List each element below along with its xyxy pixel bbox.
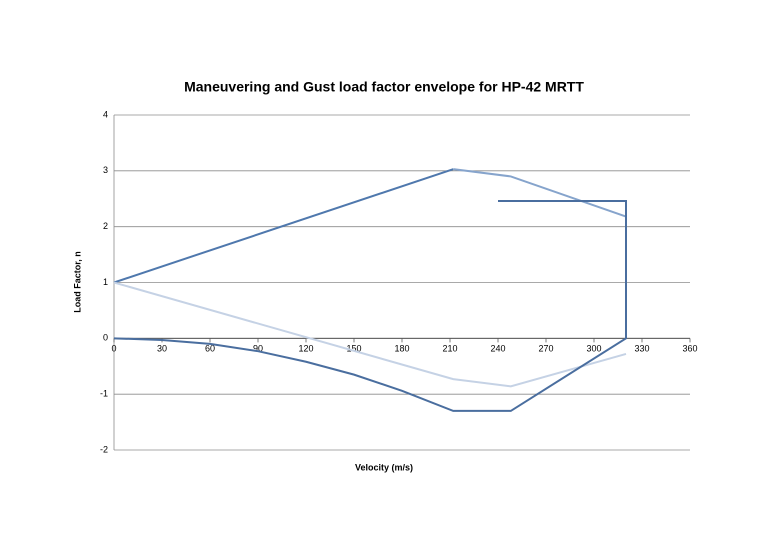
x-tick-label: 90 bbox=[253, 344, 263, 354]
x-tick-label: 30 bbox=[157, 344, 167, 354]
y-tick-label: 3 bbox=[103, 165, 108, 175]
x-axis-label: Velocity (m/s) bbox=[355, 462, 413, 472]
x-tick-label: 270 bbox=[538, 344, 553, 354]
y-tick-label: -2 bbox=[100, 444, 108, 454]
y-axis-label: Load Factor, n bbox=[72, 251, 82, 313]
series-line bbox=[453, 168, 627, 218]
series-line bbox=[113, 168, 454, 284]
x-tick-label: 0 bbox=[111, 344, 116, 354]
y-tick-label: 0 bbox=[103, 333, 108, 343]
x-tick-label: 120 bbox=[298, 344, 313, 354]
y-tick-label: 1 bbox=[103, 277, 108, 287]
x-tick-label: 210 bbox=[442, 344, 457, 354]
x-tick-label: 300 bbox=[586, 344, 601, 354]
series-line bbox=[113, 281, 627, 388]
series-line bbox=[113, 199, 627, 412]
chart-title: Maneuvering and Gust load factor envelop… bbox=[184, 79, 584, 95]
x-tick-label: 180 bbox=[394, 344, 409, 354]
x-tick-label: 360 bbox=[682, 344, 697, 354]
x-tick-label: 330 bbox=[634, 344, 649, 354]
x-tick-label: 240 bbox=[490, 344, 505, 354]
y-tick-label: 2 bbox=[103, 221, 108, 231]
y-tick-label: -1 bbox=[100, 389, 108, 399]
x-tick-label: 150 bbox=[346, 344, 361, 354]
x-tick-label: 60 bbox=[205, 344, 215, 354]
y-tick-label: 4 bbox=[103, 109, 108, 119]
